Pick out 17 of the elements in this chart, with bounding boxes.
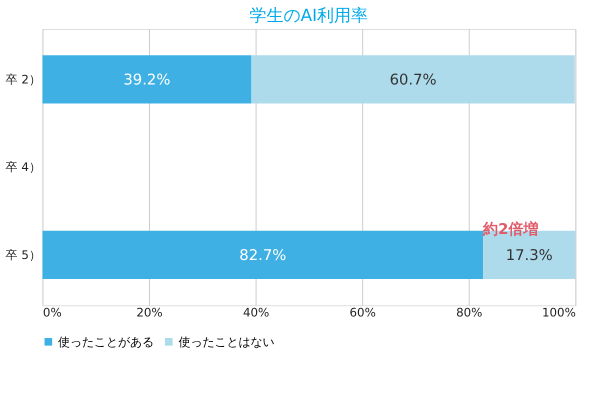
x-tick-label: 0% <box>42 306 62 320</box>
data-label: 17.3% <box>506 246 553 264</box>
legend-label: 使ったことがある <box>58 334 154 349</box>
y-tick-label: 卒 4） <box>6 160 41 174</box>
x-tick-label: 80% <box>456 306 482 320</box>
x-tick-label: 20% <box>136 306 163 320</box>
chart-title: 学生のAI利用率 <box>250 5 368 26</box>
x-tick-label: 40% <box>242 306 270 320</box>
data-label: 82.7% <box>239 246 286 264</box>
y-tick-label: 卒 2） <box>6 72 41 86</box>
data-label: 39.2% <box>123 71 170 88</box>
y-tick-label: 卒 5） <box>6 248 41 262</box>
legend-label: 使ったことはない <box>178 334 275 349</box>
data-label: 60.7% <box>390 71 437 88</box>
annotation: 約2倍増 <box>482 220 538 238</box>
x-tick-label: 100% <box>542 306 576 320</box>
x-tick-label: 60% <box>350 306 376 320</box>
